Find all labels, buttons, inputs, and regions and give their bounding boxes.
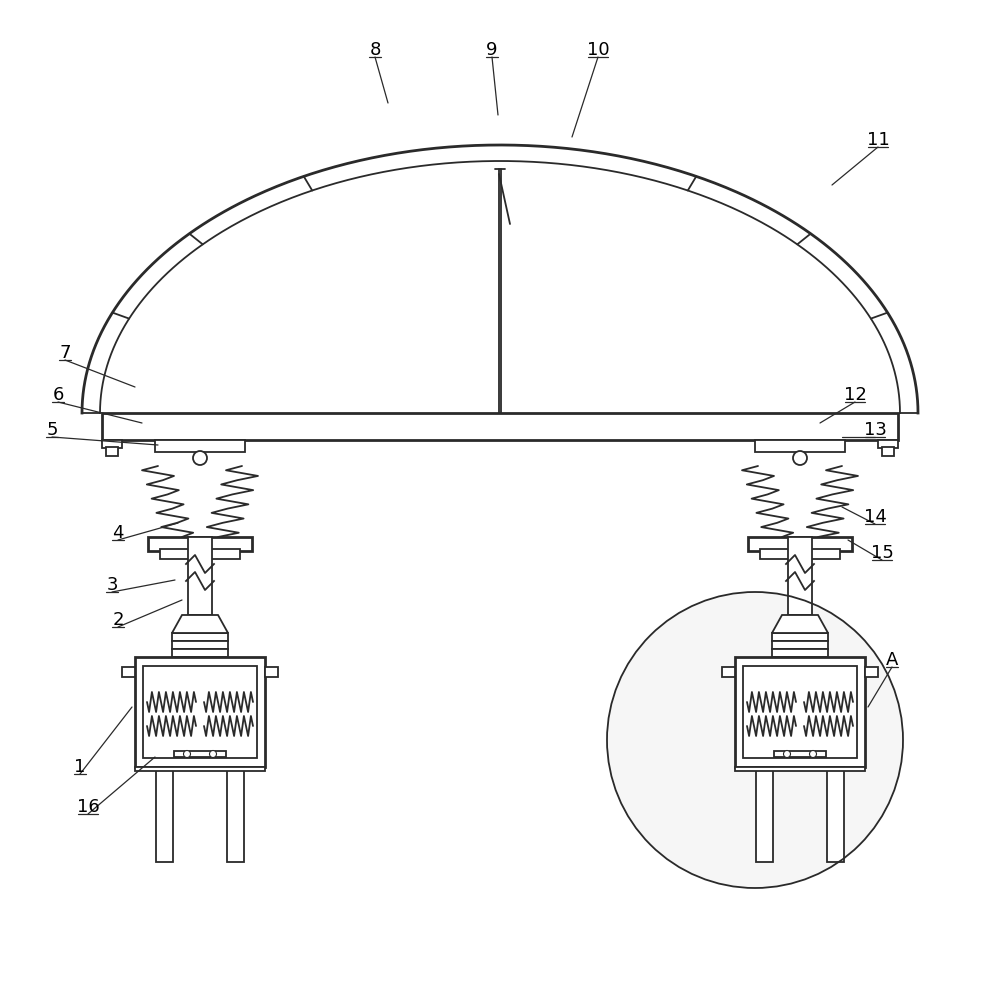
Bar	[143, 666, 257, 758]
Circle shape	[607, 592, 903, 888]
Text: 5: 5	[46, 421, 58, 439]
Bar	[748, 537, 852, 551]
Bar	[188, 537, 212, 615]
Bar	[148, 537, 252, 551]
Bar	[772, 633, 828, 641]
Bar	[755, 440, 845, 452]
Bar	[735, 767, 865, 771]
Bar	[265, 667, 278, 677]
Text: A: A	[886, 651, 898, 669]
Bar	[774, 751, 826, 757]
Bar	[827, 767, 844, 862]
Text: 16: 16	[77, 798, 99, 816]
Bar	[172, 641, 228, 649]
Text: 12: 12	[844, 386, 866, 404]
Bar	[772, 641, 828, 649]
Bar	[760, 549, 840, 559]
Text: 3: 3	[106, 576, 118, 594]
Bar	[743, 666, 857, 758]
Bar	[174, 751, 226, 757]
Bar	[788, 537, 812, 615]
Bar	[106, 447, 118, 456]
Polygon shape	[172, 615, 228, 633]
Circle shape	[810, 751, 816, 757]
Text: 14: 14	[864, 508, 886, 526]
Bar	[227, 767, 244, 862]
Circle shape	[193, 451, 207, 465]
Text: 1: 1	[74, 758, 86, 776]
Bar	[155, 440, 245, 452]
Bar	[135, 767, 265, 771]
Circle shape	[793, 451, 807, 465]
Bar	[172, 633, 228, 641]
Bar	[135, 657, 265, 767]
Bar	[878, 440, 898, 448]
Circle shape	[210, 751, 216, 757]
Bar	[865, 667, 878, 677]
Text: 7: 7	[59, 344, 71, 362]
Bar	[756, 767, 773, 862]
Bar	[772, 649, 828, 657]
Text: 4: 4	[112, 524, 124, 542]
Bar	[172, 649, 228, 657]
Circle shape	[784, 751, 790, 757]
Text: 13: 13	[864, 421, 886, 439]
Bar	[160, 549, 240, 559]
Bar	[102, 413, 898, 440]
Bar	[735, 657, 865, 767]
Text: 9: 9	[486, 41, 498, 59]
Text: 2: 2	[112, 611, 124, 629]
Bar	[102, 440, 122, 448]
Text: 8: 8	[369, 41, 381, 59]
Polygon shape	[772, 615, 828, 633]
Text: 11: 11	[867, 131, 889, 149]
Bar	[122, 667, 135, 677]
Text: 10: 10	[587, 41, 609, 59]
Circle shape	[184, 751, 190, 757]
Text: 6: 6	[52, 386, 64, 404]
Bar	[722, 667, 735, 677]
Bar	[882, 447, 894, 456]
Bar	[156, 767, 173, 862]
Text: 15: 15	[871, 544, 893, 562]
